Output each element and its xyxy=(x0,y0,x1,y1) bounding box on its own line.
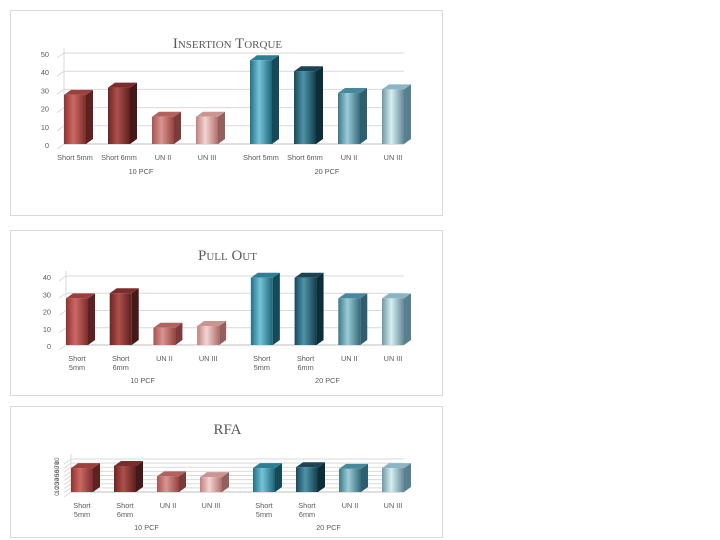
svg-text:10 PCF: 10 PCF xyxy=(134,523,159,532)
svg-text:5mm: 5mm xyxy=(254,363,270,372)
svg-text:6mm: 6mm xyxy=(113,363,129,372)
svg-text:Short 5mm: Short 5mm xyxy=(243,153,279,162)
svg-text:6mm: 6mm xyxy=(297,363,313,372)
svg-text:UN III: UN III xyxy=(384,354,403,363)
svg-text:0: 0 xyxy=(45,141,49,150)
svg-text:UN III: UN III xyxy=(198,153,217,162)
svg-text:6mm: 6mm xyxy=(299,510,315,519)
svg-text:80: 80 xyxy=(54,457,61,465)
svg-text:30: 30 xyxy=(43,290,51,299)
svg-text:Short: Short xyxy=(68,354,85,363)
svg-text:UN II: UN II xyxy=(160,501,177,510)
svg-text:20 PCF: 20 PCF xyxy=(315,376,340,385)
svg-text:40: 40 xyxy=(41,68,49,77)
svg-text:Short: Short xyxy=(297,354,314,363)
svg-text:6mm: 6mm xyxy=(117,510,133,519)
svg-text:5mm: 5mm xyxy=(256,510,272,519)
svg-text:30: 30 xyxy=(41,86,49,95)
svg-text:UN III: UN III xyxy=(199,354,218,363)
svg-text:UN II: UN II xyxy=(156,354,173,363)
svg-text:Short 5mm: Short 5mm xyxy=(57,153,93,162)
svg-text:20 PCF: 20 PCF xyxy=(316,523,341,532)
svg-text:Short: Short xyxy=(116,501,133,510)
svg-text:0: 0 xyxy=(47,342,51,351)
svg-text:10: 10 xyxy=(43,325,51,334)
svg-text:Short: Short xyxy=(73,501,90,510)
svg-text:10 PCF: 10 PCF xyxy=(130,376,155,385)
svg-text:UN II: UN II xyxy=(341,153,358,162)
svg-text:5mm: 5mm xyxy=(74,510,90,519)
svg-text:Short 6mm: Short 6mm xyxy=(101,153,137,162)
svg-text:10 PCF: 10 PCF xyxy=(129,167,154,176)
svg-text:Insertion Torque: Insertion Torque xyxy=(173,36,283,52)
svg-text:20 PCF: 20 PCF xyxy=(315,167,340,176)
svg-text:Short: Short xyxy=(255,501,272,510)
svg-text:Short 6mm: Short 6mm xyxy=(287,153,323,162)
svg-text:Short: Short xyxy=(298,501,315,510)
svg-text:RFA: RFA xyxy=(213,422,241,438)
svg-text:50: 50 xyxy=(41,50,49,59)
svg-text:Short: Short xyxy=(253,354,270,363)
svg-text:UN II: UN II xyxy=(342,501,359,510)
svg-text:UN III: UN III xyxy=(202,501,221,510)
svg-text:40: 40 xyxy=(43,273,51,282)
svg-text:20: 20 xyxy=(41,105,49,114)
svg-text:UN III: UN III xyxy=(384,153,403,162)
svg-text:10: 10 xyxy=(41,123,49,132)
svg-text:UN II: UN II xyxy=(341,354,358,363)
svg-text:20: 20 xyxy=(43,308,51,317)
svg-text:UN III: UN III xyxy=(384,501,403,510)
svg-text:5mm: 5mm xyxy=(69,363,85,372)
svg-text:Pull Out: Pull Out xyxy=(198,248,257,264)
svg-text:Short: Short xyxy=(112,354,129,363)
svg-text:UN II: UN II xyxy=(155,153,172,162)
